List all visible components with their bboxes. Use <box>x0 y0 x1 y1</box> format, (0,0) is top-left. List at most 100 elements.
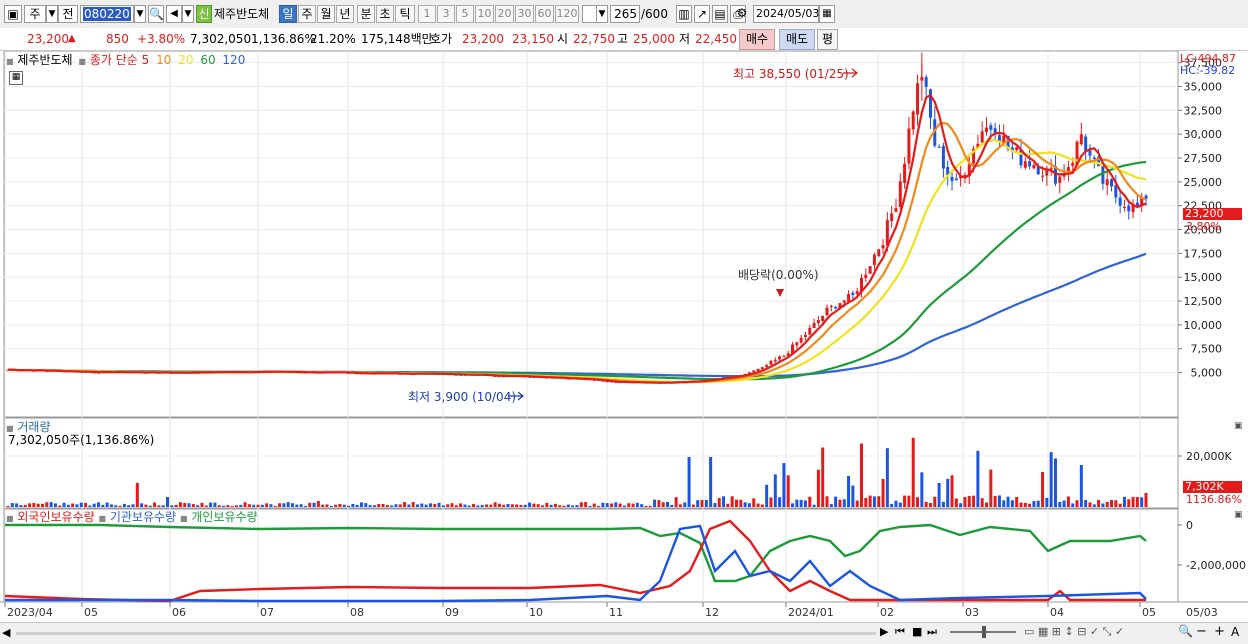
candle-body <box>1110 179 1114 187</box>
tool-icons-group[interactable]: ▭ ▦ ⊞ ↕ ⊟ ✓ ⤡ ✓ <box>1024 625 1125 638</box>
count-input[interactable]: 265 <box>610 5 640 23</box>
volume-bar <box>437 502 441 507</box>
volume-bar <box>122 503 126 507</box>
holdings-tick-minus-label: -2,000,000 <box>1186 559 1246 572</box>
volume-bar <box>230 505 234 507</box>
prev-label: 전 <box>62 7 74 21</box>
zoom-slider-handle[interactable] <box>982 626 986 638</box>
volume-bar <box>497 503 501 507</box>
date-input[interactable]: 2024/05/03 <box>753 5 819 23</box>
volume-bar <box>170 505 174 507</box>
period-type-select[interactable]: 주 <box>24 5 46 23</box>
volume-bar <box>592 503 596 507</box>
interval-60-button[interactable]: 60 <box>535 5 554 23</box>
volume-bar <box>1092 504 1096 507</box>
candle-body <box>890 213 894 222</box>
save-icon[interactable]: ▤ <box>712 5 728 23</box>
buy-button[interactable]: 매수 <box>739 29 776 50</box>
search-icon[interactable]: 🔍 <box>148 5 164 23</box>
price-tick-label: 35,000 <box>1184 80 1223 93</box>
zoom-in-icon[interactable]: + <box>1214 624 1225 639</box>
legend-ma5: 5 <box>141 53 150 67</box>
period-week-button[interactable]: 주 <box>298 5 316 23</box>
period-type-dropdown-icon[interactable]: ▼ <box>46 5 58 23</box>
draw-tool-icon[interactable]: ↗ <box>694 5 710 23</box>
eval-button[interactable]: 평 <box>817 29 839 50</box>
interval-20-button[interactable]: 20 <box>495 5 514 23</box>
volume-bar <box>627 503 631 507</box>
stock-code-input[interactable]: 080220 <box>80 5 134 23</box>
interval-30-button[interactable]: 30 <box>515 5 534 23</box>
period-year-label: 년 <box>339 7 351 21</box>
turnover-rate: 21.20% <box>310 32 356 46</box>
volume-bar <box>558 505 562 507</box>
interval-1-button[interactable]: 1 <box>418 5 436 23</box>
sell-button[interactable]: 매도 <box>779 29 816 50</box>
zoom-out-icon[interactable]: − <box>1196 624 1207 639</box>
scroll-track[interactable] <box>16 632 876 635</box>
volume-bar <box>286 502 290 507</box>
period-minute-button[interactable]: 분 <box>357 5 375 23</box>
legend-ma-label[interactable]: 종가 단순 <box>89 53 138 67</box>
volume-bar <box>109 504 113 507</box>
zoom-search-icon[interactable]: 🔍 <box>1178 624 1193 638</box>
volume-bar <box>222 505 226 507</box>
candle-type-icon[interactable]: ▥ <box>676 5 692 23</box>
individual-holdings-label[interactable]: 개인보유수량 <box>191 510 258 524</box>
volume-close-icon[interactable]: ▣ <box>1234 421 1243 431</box>
price-panel <box>6 52 1148 401</box>
candle-body <box>1118 197 1122 206</box>
candle-body <box>916 83 920 115</box>
volume-bar <box>1045 497 1049 507</box>
interval-60-label: 60 <box>537 7 552 20</box>
legend-stock-name[interactable]: 제주반도체 <box>17 53 73 67</box>
speaker-icon[interactable]: ◀ <box>166 5 182 23</box>
volume-bar <box>36 503 40 507</box>
volume-bar <box>1088 502 1092 507</box>
x-tick-label: 03 <box>965 606 979 619</box>
volume-bar <box>916 497 920 507</box>
volume-bar <box>989 469 993 507</box>
print-icon[interactable]: ⎙ <box>730 5 746 23</box>
period-month-button[interactable]: 월 <box>317 5 335 23</box>
volume-bar <box>66 504 70 507</box>
table-toggle-icon[interactable]: ▦ <box>9 71 23 85</box>
interval-10-button[interactable]: 10 <box>475 5 494 23</box>
gear-icon[interactable]: ⚙ <box>736 6 748 20</box>
volume-title[interactable]: 거래량 <box>17 420 51 434</box>
interval-5-button[interactable]: 5 <box>456 5 474 23</box>
prev-button[interactable]: 전 <box>58 5 78 23</box>
volume-bar <box>980 498 984 507</box>
interval-120-button[interactable]: 120 <box>555 5 579 23</box>
interval-3-button[interactable]: 3 <box>437 5 455 23</box>
chart-menu-icon[interactable]: ▣ <box>4 5 22 23</box>
first-page-icon[interactable]: ⏮ <box>895 625 905 638</box>
volume-bar <box>756 503 760 507</box>
stock-code-dropdown-icon[interactable]: ▼ <box>134 5 146 23</box>
candle-body <box>972 148 976 164</box>
institution-holdings-label[interactable]: 기관보유수량 <box>109 510 177 524</box>
period-tick-button[interactable]: 틱 <box>395 5 415 23</box>
volume-bar <box>618 503 622 507</box>
last-page-icon[interactable]: ⏭ <box>927 625 937 638</box>
period-second-button[interactable]: 초 <box>376 5 394 23</box>
volume-bar <box>605 503 609 507</box>
period-day-button[interactable]: 일 <box>279 5 297 23</box>
new-badge[interactable]: 신 <box>196 5 212 23</box>
scroll-left-icon[interactable]: ◀ <box>2 626 11 639</box>
calendar-icon[interactable]: ▦ <box>819 5 835 23</box>
font-size-icon[interactable]: A <box>1231 625 1240 639</box>
stop-icon[interactable]: ■ <box>912 625 923 638</box>
volume-bar <box>704 499 708 507</box>
custom-interval-dropdown-icon[interactable]: ▼ <box>596 5 608 23</box>
volume-bar <box>541 505 545 507</box>
volume-bar <box>321 504 325 507</box>
scroll-right-icon[interactable]: ▶ <box>880 625 889 638</box>
volume-bar <box>1131 496 1135 507</box>
volume-bar <box>372 505 376 507</box>
period-year-button[interactable]: 년 <box>336 5 354 23</box>
volume-bar <box>911 437 915 507</box>
foreign-holdings-label[interactable]: 외국인보유수량 <box>17 510 95 524</box>
speaker-dropdown-icon[interactable]: ▼ <box>182 5 194 23</box>
holdings-close-icon[interactable]: ▣ <box>1234 510 1243 520</box>
